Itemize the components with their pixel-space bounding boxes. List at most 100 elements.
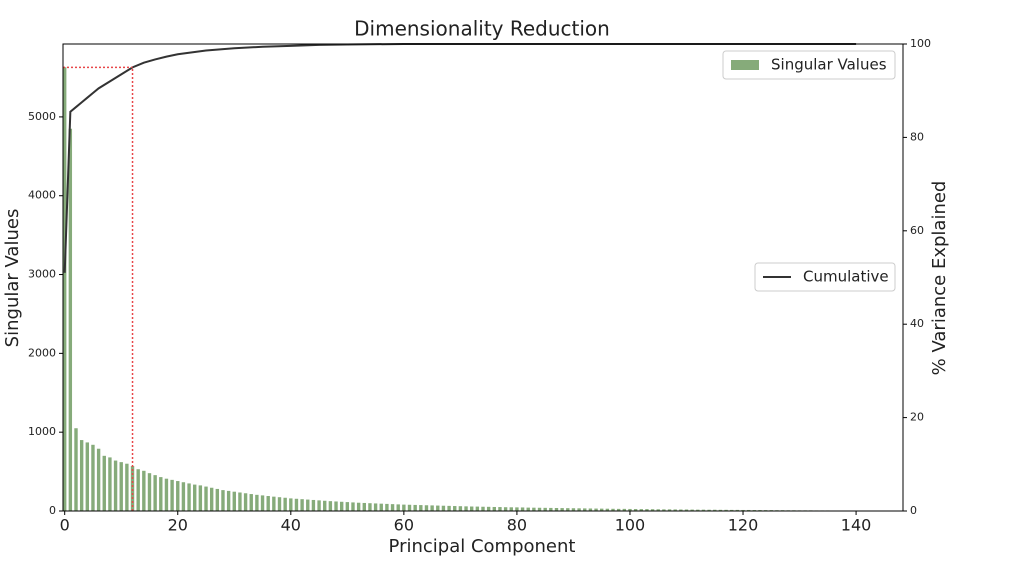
bar (176, 481, 179, 511)
y2-tick-label: 100 (910, 37, 931, 50)
bar (363, 503, 366, 511)
bar (120, 462, 123, 511)
bar (199, 485, 202, 511)
bar (165, 479, 168, 511)
x-tick-label: 20 (168, 516, 188, 535)
y-tick-label: 5000 (28, 110, 56, 123)
x-axis-label: Principal Component (389, 536, 576, 557)
bar (182, 482, 185, 511)
bar (351, 502, 354, 511)
bar (515, 507, 518, 511)
bar (459, 506, 462, 511)
bar (80, 440, 83, 511)
bar (187, 483, 190, 511)
bar (216, 489, 219, 511)
bar (170, 480, 173, 511)
legend-swatch (731, 60, 759, 70)
bar (142, 471, 145, 511)
bar (430, 505, 433, 511)
bar (210, 488, 213, 511)
bar (159, 477, 162, 511)
x-tick-label: 0 (60, 516, 70, 535)
bar (493, 507, 496, 511)
y2-tick-label: 20 (910, 411, 924, 424)
bar (453, 506, 456, 511)
bar (498, 507, 501, 511)
bar (153, 475, 156, 511)
bar (323, 501, 326, 511)
bar (346, 502, 349, 511)
x-tick-label: 120 (728, 516, 759, 535)
bar (244, 493, 247, 511)
bar (419, 505, 422, 511)
bar (510, 507, 513, 511)
bar (295, 499, 298, 511)
bar (148, 473, 151, 511)
bar (442, 506, 445, 511)
bar (108, 457, 111, 511)
bar (261, 495, 264, 511)
bar (368, 503, 371, 511)
bar (317, 500, 320, 511)
bar (464, 506, 467, 511)
bar (329, 501, 332, 511)
bar (413, 505, 416, 511)
bar (278, 497, 281, 511)
bar (476, 507, 479, 511)
bar (272, 497, 275, 511)
bar (487, 507, 490, 511)
bar (63, 67, 66, 511)
bar (136, 469, 139, 511)
bar (521, 507, 524, 511)
bar (436, 506, 439, 511)
y2-tick-label: 0 (910, 504, 917, 517)
bar (408, 505, 411, 511)
bar (470, 507, 473, 511)
y-tick-label: 0 (49, 504, 56, 517)
bar (69, 129, 72, 511)
y2-tick-label: 60 (910, 224, 924, 237)
bar (221, 490, 224, 511)
y-tick-label: 2000 (28, 346, 56, 359)
y-axis-label: Singular Values (2, 209, 23, 348)
bar (125, 464, 128, 511)
x-tick-label: 60 (394, 516, 414, 535)
chart-title: Dimensionality Reduction (354, 17, 610, 41)
y2-tick-label: 40 (910, 317, 924, 330)
bar (283, 498, 286, 511)
y-tick-label: 3000 (28, 268, 56, 281)
bar (481, 507, 484, 511)
bar (255, 495, 258, 511)
x-tick-label: 40 (281, 516, 301, 535)
x-tick-label: 100 (615, 516, 646, 535)
bar (334, 501, 337, 511)
legend-label: Cumulative (803, 268, 889, 286)
bar (312, 500, 315, 511)
bar (204, 487, 207, 511)
bar (447, 506, 450, 511)
bar (114, 461, 117, 511)
bar (103, 456, 106, 511)
bar (91, 445, 94, 511)
bar (131, 466, 134, 511)
bar (74, 428, 77, 511)
bar (97, 449, 100, 511)
y-tick-label: 1000 (28, 425, 56, 438)
bar (266, 496, 269, 511)
bar (233, 492, 236, 511)
bar (425, 505, 428, 511)
bar (357, 503, 360, 511)
bar (397, 504, 400, 511)
bar (227, 491, 230, 511)
bar (402, 505, 405, 511)
bar (504, 507, 507, 511)
bar (340, 502, 343, 511)
y-tick-label: 4000 (28, 189, 56, 202)
bar (391, 504, 394, 511)
bar (238, 492, 241, 511)
bar (380, 504, 383, 511)
y2-tick-label: 80 (910, 130, 924, 143)
bar (374, 503, 377, 511)
bar (289, 498, 292, 511)
